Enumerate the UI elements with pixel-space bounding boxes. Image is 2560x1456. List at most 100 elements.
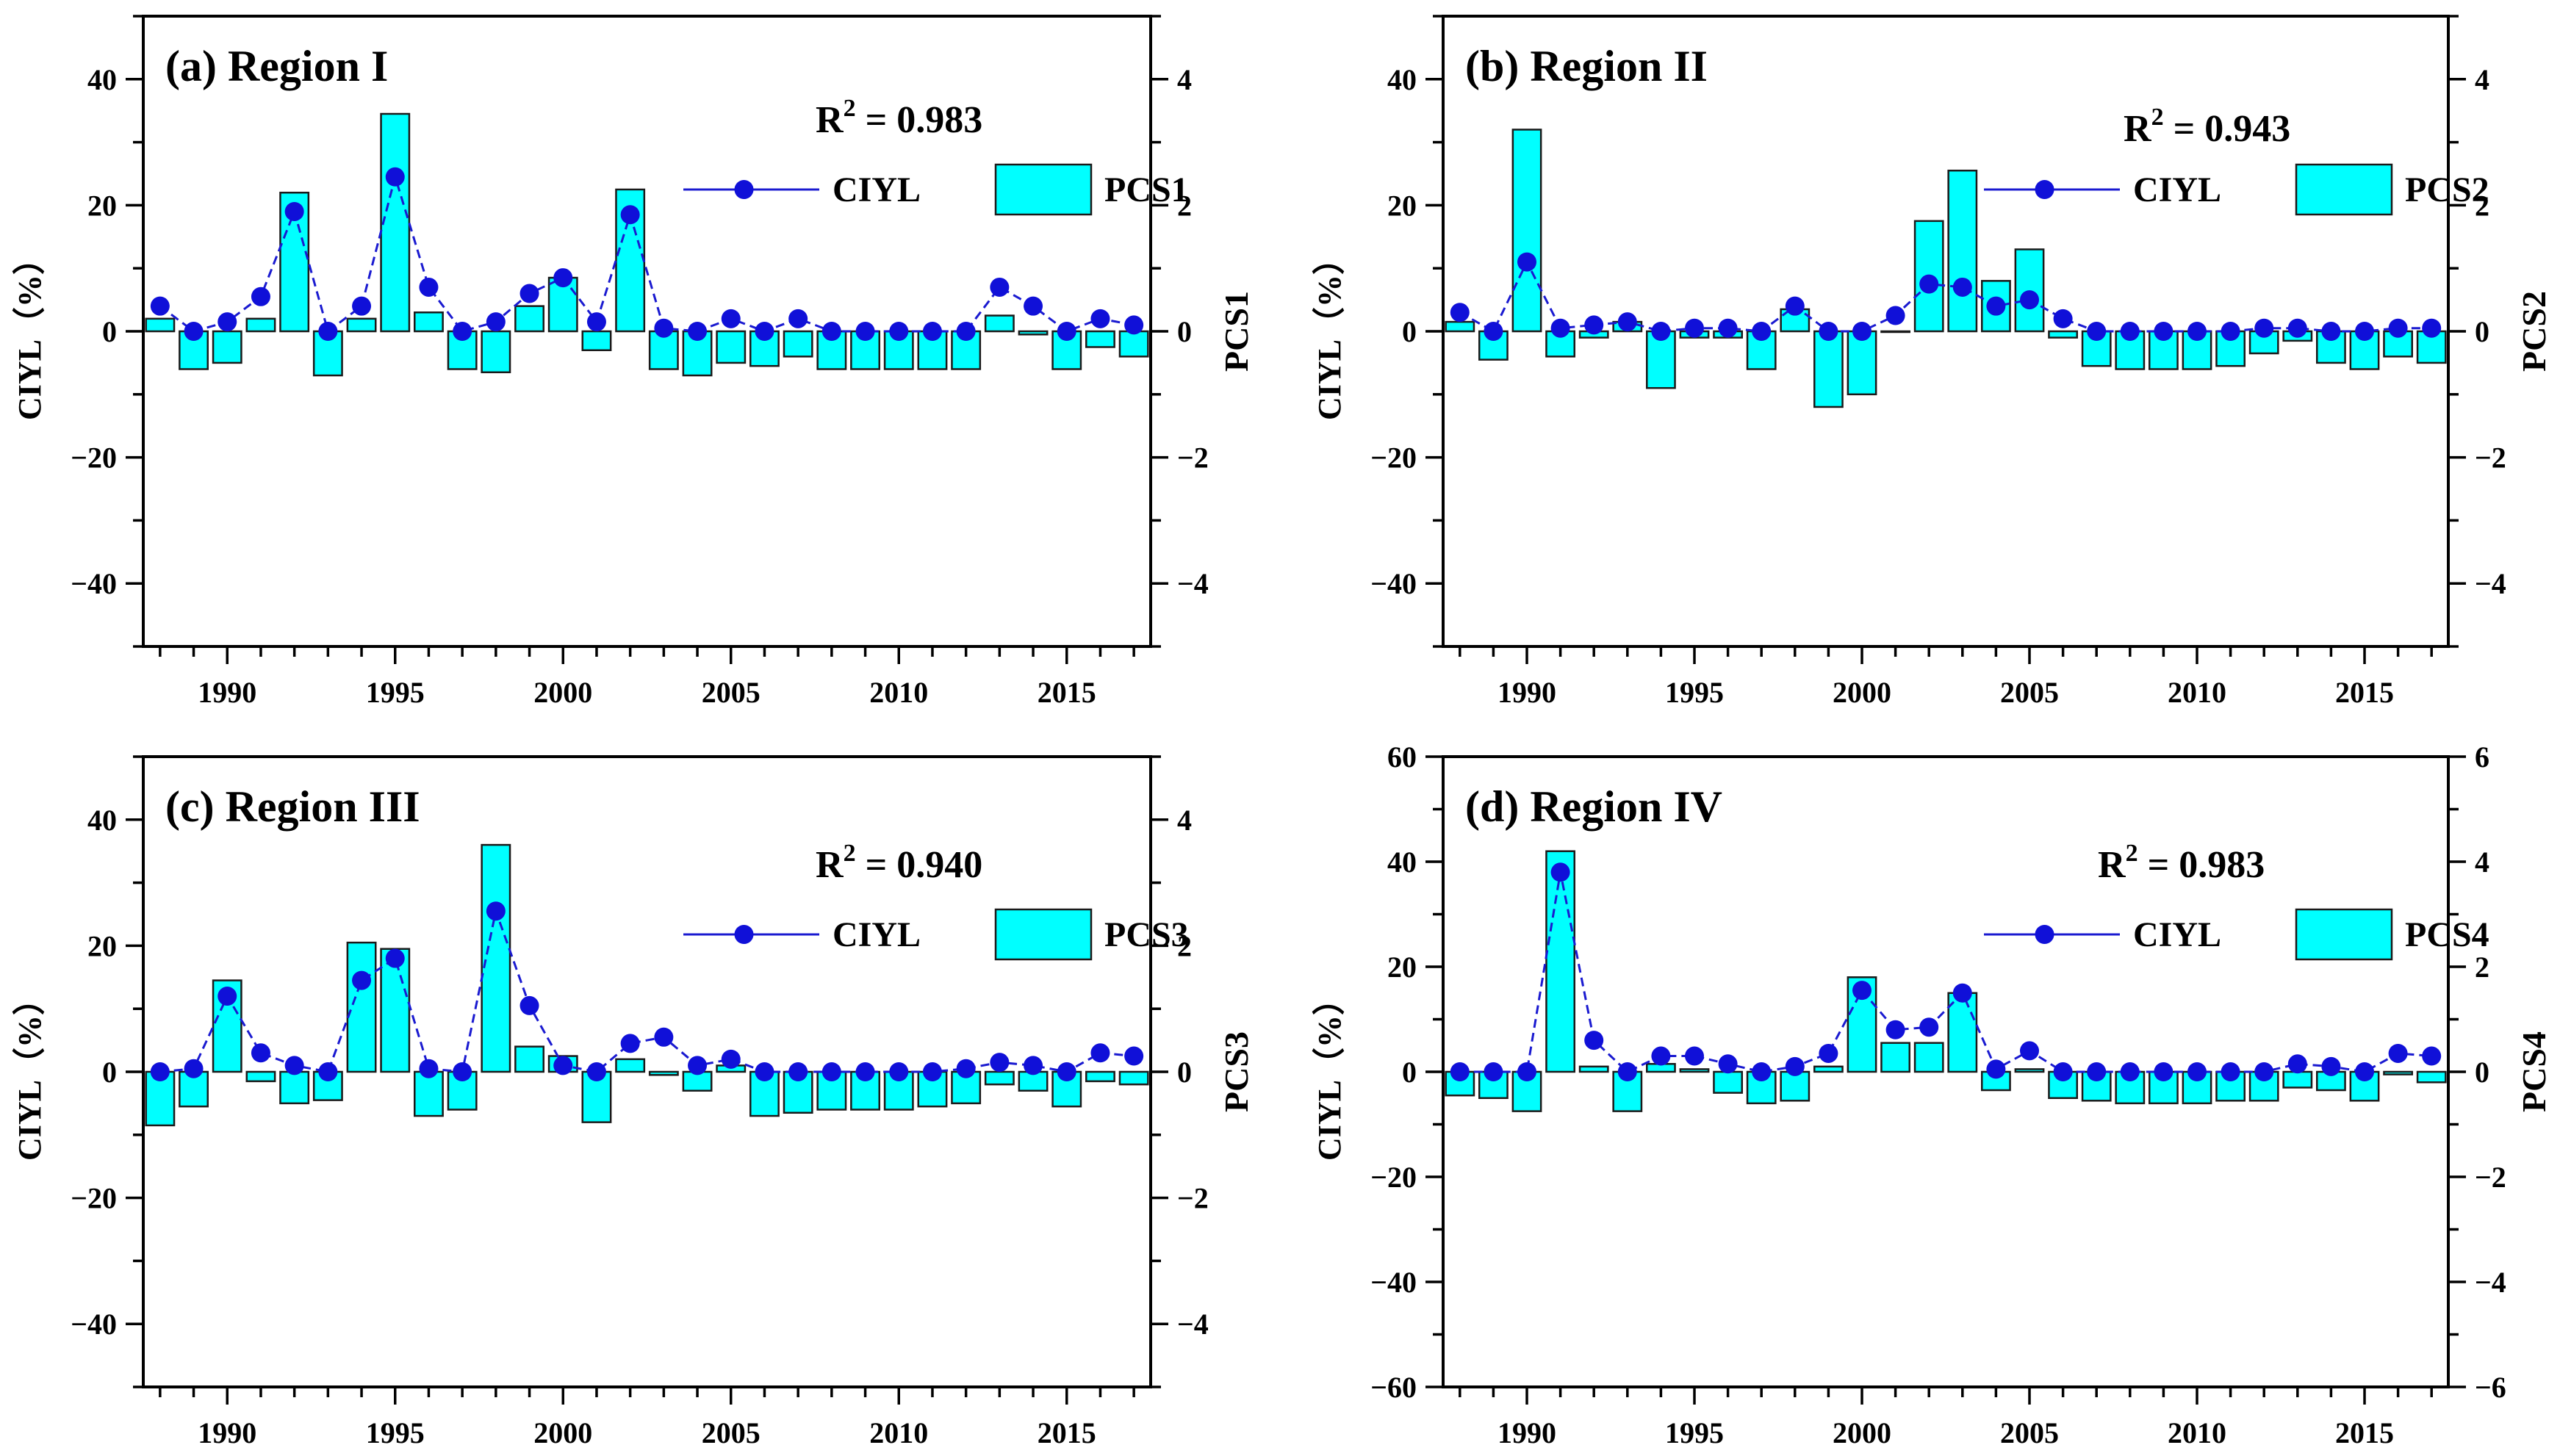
point-CIYL-2005 — [2020, 290, 2039, 310]
bar-PCS1-1995 — [380, 112, 411, 333]
y-left-tick-label: −40 — [71, 567, 117, 600]
point-CIYL-1994 — [1651, 322, 1671, 341]
point-CIYL-1992 — [284, 201, 304, 221]
bar-PCS2-2003 — [1947, 169, 1978, 333]
point-CIYL-1995 — [1685, 1046, 1704, 1066]
bar-PCS1-1994 — [346, 317, 377, 333]
panel-title: (d) Region IV — [1465, 782, 1722, 831]
point-CIYL-2014 — [1024, 296, 1043, 316]
y-right-axis-title: PCS1 — [1218, 291, 1255, 372]
x-tick-label: 1995 — [1665, 1416, 1724, 1449]
y-left-tick-label: 0 — [102, 1056, 117, 1089]
r-squared-symbol: R — [816, 844, 844, 886]
legend-label-line: CIYL — [2133, 170, 2221, 209]
r-squared-symbol: R — [816, 99, 844, 141]
y-left-tick-label: −20 — [71, 1182, 117, 1215]
point-CIYL-2010 — [889, 1062, 909, 1081]
y-left-tick-label: −20 — [71, 442, 117, 475]
y-right-tick-label: 4 — [2475, 63, 2489, 96]
x-tick-label: 2010 — [2168, 1416, 2226, 1449]
r-squared-symbol: R — [2098, 844, 2126, 886]
x-tick-label: 1990 — [1497, 676, 1556, 709]
point-CIYL-2009 — [855, 1062, 875, 1081]
point-CIYL-2000 — [553, 1056, 573, 1075]
point-CIYL-2016 — [1090, 1043, 1110, 1063]
point-CIYL-1995 — [385, 948, 405, 968]
point-CIYL-1991 — [1550, 862, 1570, 882]
bar-PCS1-2005 — [716, 330, 747, 364]
point-CIYL-2001 — [586, 1062, 606, 1081]
x-tick-label: 1995 — [366, 1416, 425, 1449]
point-CIYL-1988 — [1450, 1062, 1470, 1081]
point-CIYL-2016 — [2388, 1043, 2408, 1063]
bar-PCS4-2005 — [2014, 1068, 2045, 1073]
y-right-tick-label: 0 — [2475, 315, 2489, 348]
point-CIYL-2002 — [620, 1034, 640, 1053]
point-CIYL-1991 — [251, 286, 270, 306]
point-CIYL-2013 — [990, 277, 1010, 297]
y-right-tick-label: 0 — [2475, 1056, 2489, 1089]
point-CIYL-2002 — [620, 205, 640, 225]
point-CIYL-1998 — [1785, 296, 1805, 316]
point-CIYL-2004 — [688, 322, 708, 341]
y-left-axis-title: CIYL（%） — [1312, 983, 1348, 1161]
point-CIYL-1996 — [419, 277, 439, 297]
y-left-tick-label: −40 — [1370, 567, 1417, 600]
bar-PCS3-2017 — [1118, 1070, 1149, 1086]
point-CIYL-2017 — [1124, 1046, 1144, 1066]
y-right-tick-label: −4 — [1177, 567, 1209, 600]
point-CIYL-2005 — [721, 1049, 741, 1069]
x-tick-label: 1995 — [1665, 676, 1724, 709]
point-CIYL-2004 — [688, 1056, 708, 1075]
x-tick-label: 2010 — [2168, 676, 2226, 709]
point-CIYL-1989 — [184, 322, 204, 341]
legend-bar-swatch — [994, 908, 1093, 961]
point-CIYL-2002 — [1919, 1017, 1939, 1037]
point-CIYL-2011 — [2221, 1062, 2240, 1081]
point-CIYL-2012 — [2254, 318, 2274, 338]
point-CIYL-1988 — [150, 296, 170, 316]
point-CIYL-1991 — [1550, 318, 1570, 338]
r-squared-label: R2 = 0.983 — [816, 95, 982, 141]
y-left-tick-label: 0 — [1402, 1056, 1417, 1089]
point-CIYL-1996 — [419, 1059, 439, 1078]
y-left-tick-label: 40 — [1387, 846, 1417, 879]
point-CIYL-1996 — [1718, 1054, 1738, 1074]
point-CIYL-2015 — [2355, 322, 2374, 341]
bar-PCS3-1995 — [380, 948, 411, 1073]
x-tick-label: 2005 — [702, 1416, 761, 1449]
r-squared-superscript: 2 — [844, 840, 856, 867]
point-CIYL-2011 — [922, 322, 942, 341]
bar-PCS1-1998 — [481, 330, 511, 374]
point-CIYL-2006 — [755, 1062, 774, 1081]
point-CIYL-1997 — [453, 1062, 472, 1081]
point-CIYL-2011 — [2221, 322, 2240, 341]
bar-PCS4-1995 — [1679, 1068, 1710, 1073]
point-CIYL-2015 — [2355, 1062, 2374, 1081]
point-CIYL-1996 — [1718, 318, 1738, 338]
point-CIYL-2001 — [586, 312, 606, 332]
r-squared-value: = 0.940 — [856, 844, 983, 886]
point-CIYL-1993 — [318, 322, 338, 341]
x-tick-label: 1990 — [198, 1416, 256, 1449]
r-squared-value: = 0.983 — [856, 99, 983, 141]
r-squared-superscript: 2 — [2126, 840, 2138, 867]
point-CIYL-1999 — [1819, 1043, 1838, 1063]
y-right-tick-label: −4 — [2475, 1266, 2506, 1299]
bar-PCS2-1999 — [1813, 330, 1844, 408]
point-CIYL-2003 — [654, 1027, 674, 1047]
y-left-axis-title: CIYL（%） — [12, 242, 48, 420]
point-CIYL-2017 — [2422, 1046, 2442, 1066]
y-left-tick-label: 0 — [102, 315, 117, 348]
point-CIYL-2004 — [1986, 296, 2006, 316]
y-left-tick-label: 60 — [1387, 740, 1417, 774]
point-CIYL-1990 — [1517, 1062, 1536, 1081]
chart-panel-b: 1990 1995 2000 2005 2010 2015−40−2002040−4−20… — [1312, 15, 2553, 709]
bar-PCS3-1994 — [346, 941, 377, 1073]
legend-marker-swatch — [2035, 180, 2054, 199]
point-CIYL-2001 — [1885, 306, 1905, 325]
point-CIYL-1994 — [1651, 1046, 1671, 1066]
y-left-tick-label: 0 — [1402, 315, 1417, 348]
point-CIYL-2014 — [2321, 1056, 2341, 1076]
y-left-tick-label: 20 — [1387, 189, 1417, 222]
